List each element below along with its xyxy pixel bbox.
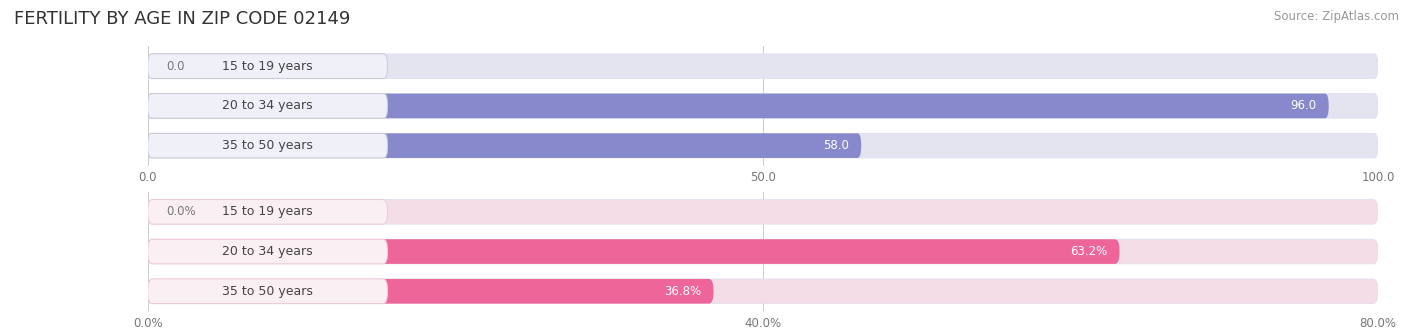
Text: 36.8%: 36.8% [664,285,702,298]
FancyBboxPatch shape [148,279,713,304]
Text: Source: ZipAtlas.com: Source: ZipAtlas.com [1274,10,1399,23]
FancyBboxPatch shape [148,133,388,158]
Text: 15 to 19 years: 15 to 19 years [222,205,314,218]
Text: 0.0%: 0.0% [166,205,195,218]
FancyBboxPatch shape [148,54,1378,78]
FancyBboxPatch shape [148,239,1378,264]
Text: 35 to 50 years: 35 to 50 years [222,285,314,298]
FancyBboxPatch shape [148,200,1378,224]
Text: 15 to 19 years: 15 to 19 years [222,60,314,73]
FancyBboxPatch shape [148,279,1378,304]
FancyBboxPatch shape [148,54,388,78]
Text: 0.0: 0.0 [166,60,184,73]
FancyBboxPatch shape [148,94,1329,118]
Text: 96.0: 96.0 [1291,99,1316,113]
FancyBboxPatch shape [148,94,388,118]
FancyBboxPatch shape [148,133,860,158]
FancyBboxPatch shape [148,239,1119,264]
FancyBboxPatch shape [148,239,388,264]
Text: 58.0: 58.0 [823,139,849,152]
Text: 20 to 34 years: 20 to 34 years [222,245,314,258]
FancyBboxPatch shape [148,200,388,224]
Text: 20 to 34 years: 20 to 34 years [222,99,314,113]
Text: FERTILITY BY AGE IN ZIP CODE 02149: FERTILITY BY AGE IN ZIP CODE 02149 [14,10,350,28]
FancyBboxPatch shape [148,133,1378,158]
Text: 63.2%: 63.2% [1070,245,1108,258]
Text: 35 to 50 years: 35 to 50 years [222,139,314,152]
FancyBboxPatch shape [148,94,1378,118]
FancyBboxPatch shape [148,279,388,304]
